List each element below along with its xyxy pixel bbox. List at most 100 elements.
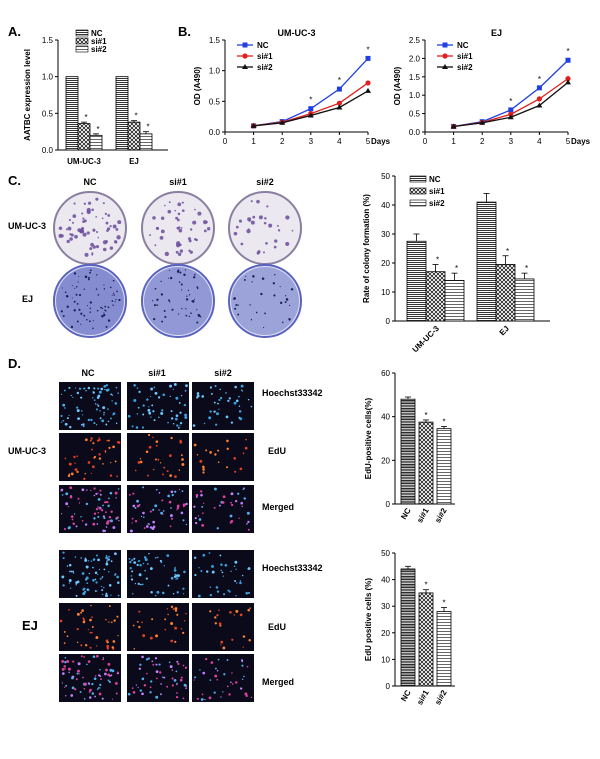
colony-dot <box>149 234 151 237</box>
chart-title: EJ <box>491 28 502 38</box>
colony-dot <box>75 286 78 288</box>
colony-dot <box>233 231 238 236</box>
cell-nucleus <box>225 415 229 419</box>
cell-nucleus <box>170 605 174 609</box>
cell-nucleus <box>138 667 141 670</box>
colony-dot <box>264 312 266 315</box>
cell-nucleus <box>99 493 102 496</box>
colony-dot <box>104 212 108 215</box>
colony-dot <box>243 278 246 281</box>
cell-nucleus <box>149 686 152 689</box>
colony-dot <box>185 308 187 310</box>
cell-nucleus <box>160 683 162 685</box>
colony-dot <box>115 298 117 301</box>
cell-nucleus <box>97 558 100 562</box>
cell-nucleus <box>111 621 113 624</box>
colony-dot <box>164 315 167 318</box>
cell-nucleus <box>176 509 178 511</box>
cell-nucleus <box>171 677 174 680</box>
cell-nucleus <box>83 656 85 658</box>
colony-dot <box>82 232 87 237</box>
cell-nucleus <box>103 517 106 520</box>
cell-nucleus <box>116 615 119 618</box>
cell-nucleus <box>194 573 197 577</box>
colony-dot <box>58 226 63 230</box>
colony-dot <box>115 227 119 231</box>
cell-nucleus <box>201 523 205 527</box>
cell-nucleus <box>108 555 110 558</box>
cell-nucleus <box>80 516 82 518</box>
cell-nucleus <box>198 518 202 521</box>
cell-nucleus <box>177 662 180 665</box>
cell-nucleus <box>84 557 87 560</box>
cell-nucleus <box>91 682 94 686</box>
cell-nucleus <box>220 696 222 698</box>
colony-dot <box>160 216 165 220</box>
cell-nucleus <box>141 692 144 696</box>
cell-nucleus <box>82 588 85 591</box>
cell-nucleus <box>99 669 101 671</box>
cell-nucleus <box>194 517 197 520</box>
colony-dot <box>266 205 269 208</box>
cell-nucleus <box>193 505 196 508</box>
data-point <box>536 102 543 108</box>
cell-nucleus <box>160 693 162 696</box>
cell-nucleus <box>169 474 173 477</box>
colony-dot <box>194 208 196 211</box>
cell-nucleus <box>236 582 238 584</box>
colony-dot <box>153 304 157 307</box>
microscopy-tile <box>192 603 254 651</box>
bar <box>418 421 434 505</box>
cell-nucleus <box>245 438 247 441</box>
cell-nucleus <box>217 461 220 464</box>
edu-channel-label: EdU <box>268 622 286 632</box>
colony-dot <box>265 241 268 245</box>
colony-dot <box>268 223 273 228</box>
cell-nucleus <box>106 388 110 392</box>
colony-dot <box>250 200 253 203</box>
cell-nucleus <box>98 438 101 441</box>
cell-nucleus <box>75 678 78 681</box>
cell-nucleus <box>235 595 237 597</box>
cell-nucleus <box>151 404 154 407</box>
cell-nucleus <box>163 676 166 679</box>
cell-nucleus <box>175 396 179 400</box>
colony-dot <box>285 241 290 247</box>
colony-dot <box>95 197 99 201</box>
cell-nucleus <box>167 613 169 616</box>
cell-nucleus <box>143 527 146 530</box>
cell-nucleus <box>218 622 222 626</box>
colony-dot <box>277 229 281 232</box>
cell-nucleus <box>185 502 188 506</box>
cell-nucleus <box>155 663 158 666</box>
colony-dot <box>168 270 170 272</box>
cell-nucleus <box>170 490 174 494</box>
cell-nucleus <box>202 471 205 474</box>
cell-nucleus <box>174 475 177 478</box>
cell-nucleus <box>134 520 138 523</box>
cell-nucleus <box>76 628 79 631</box>
cell-nucleus <box>155 670 159 674</box>
cell-nucleus <box>64 457 67 460</box>
cell-nucleus <box>133 557 136 560</box>
significance-marker: * <box>442 599 445 608</box>
cell-nucleus <box>85 565 89 569</box>
cell-nucleus <box>72 570 74 573</box>
significance-marker: * <box>424 581 427 590</box>
cell-nucleus <box>132 592 134 595</box>
colony-dot <box>188 249 191 252</box>
cell-nucleus <box>133 561 137 564</box>
microscopy-tile <box>192 433 254 481</box>
cell-nucleus <box>77 497 80 500</box>
colony-dot <box>183 273 186 276</box>
cell-nucleus <box>108 446 111 450</box>
colony-dot <box>112 304 114 306</box>
cell-nucleus <box>240 501 244 505</box>
cell-nucleus <box>106 644 110 648</box>
culture-plate <box>228 191 302 265</box>
legend-label: NC <box>91 29 103 38</box>
cell-nucleus <box>205 449 208 452</box>
cell-nucleus <box>160 511 163 515</box>
colony-dot <box>163 309 166 312</box>
colony-dot <box>246 228 251 234</box>
